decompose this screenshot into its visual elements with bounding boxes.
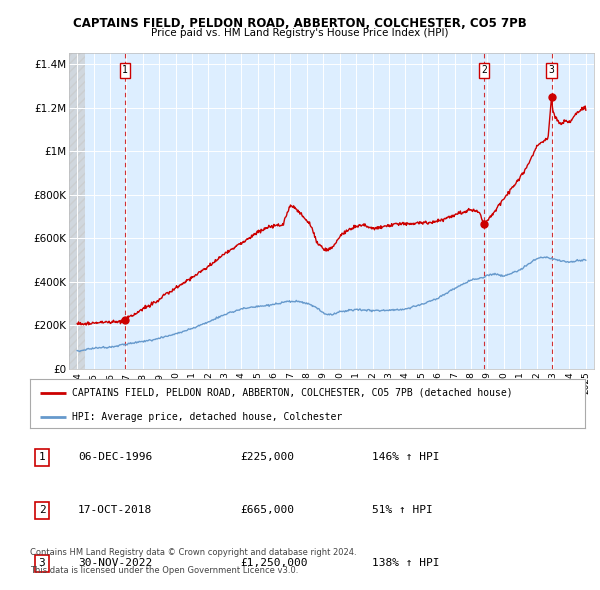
Text: 1: 1 [122, 65, 128, 76]
Text: 17-OCT-2018: 17-OCT-2018 [78, 506, 152, 515]
Text: 51% ↑ HPI: 51% ↑ HPI [372, 506, 433, 515]
Text: 3: 3 [548, 65, 554, 76]
Text: Contains HM Land Registry data © Crown copyright and database right 2024.: Contains HM Land Registry data © Crown c… [30, 548, 356, 556]
Text: 138% ↑ HPI: 138% ↑ HPI [372, 559, 439, 568]
Text: £1,250,000: £1,250,000 [240, 559, 308, 568]
Text: 06-DEC-1996: 06-DEC-1996 [78, 453, 152, 462]
Text: 146% ↑ HPI: 146% ↑ HPI [372, 453, 439, 462]
Text: HPI: Average price, detached house, Colchester: HPI: Average price, detached house, Colc… [71, 412, 342, 422]
Text: 2: 2 [38, 506, 46, 515]
Text: This data is licensed under the Open Government Licence v3.0.: This data is licensed under the Open Gov… [30, 566, 298, 575]
Text: Price paid vs. HM Land Registry's House Price Index (HPI): Price paid vs. HM Land Registry's House … [151, 28, 449, 38]
Text: 30-NOV-2022: 30-NOV-2022 [78, 559, 152, 568]
Text: 1: 1 [38, 453, 46, 462]
Text: CAPTAINS FIELD, PELDON ROAD, ABBERTON, COLCHESTER, CO5 7PB (detached house): CAPTAINS FIELD, PELDON ROAD, ABBERTON, C… [71, 388, 512, 398]
Bar [69, 53, 85, 369]
Text: £225,000: £225,000 [240, 453, 294, 462]
Text: CAPTAINS FIELD, PELDON ROAD, ABBERTON, COLCHESTER, CO5 7PB: CAPTAINS FIELD, PELDON ROAD, ABBERTON, C… [73, 17, 527, 30]
Text: 3: 3 [38, 559, 46, 568]
Text: 2: 2 [481, 65, 487, 76]
Text: £665,000: £665,000 [240, 506, 294, 515]
